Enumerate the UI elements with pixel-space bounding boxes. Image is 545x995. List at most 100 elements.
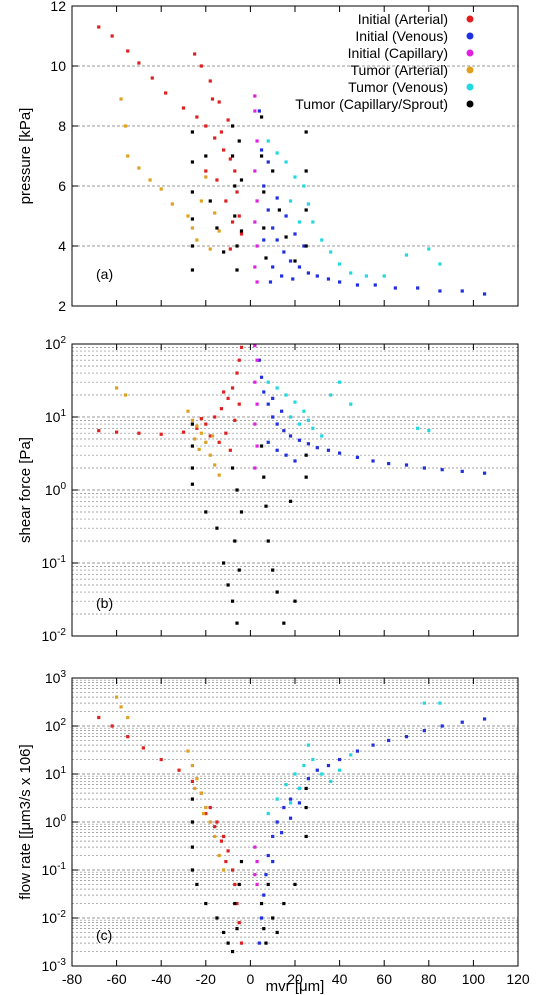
data-point [302,244,306,248]
x-tick-label: 100 [462,971,486,987]
data-point [222,390,226,394]
data-point [213,825,217,829]
data-point [275,820,279,824]
data-point [275,590,279,594]
data-point [233,418,237,422]
panel-b-y-ticks: 10-2 10-1 100 101 102 [42,335,78,644]
data-point [264,941,268,945]
data-point [119,705,123,709]
data-point [190,244,195,248]
data-point [259,916,264,920]
data-point [427,429,431,433]
data-point [219,130,224,134]
data-point [291,277,295,281]
panel-a-ylabel: pressure [kPa] [17,108,34,205]
data-point [204,124,208,128]
data-point [235,488,239,492]
panel-c-label: (c) [96,927,112,943]
x-tick-label: 120 [506,971,530,987]
data-point [159,187,163,191]
data-point [253,94,257,98]
data-point [210,97,215,101]
x-tick-label: 0 [247,971,255,987]
data-point [315,274,319,278]
data-point [235,927,239,931]
data-point [304,453,308,457]
data-point [190,160,195,164]
data-point [460,289,464,293]
data-point [226,941,230,945]
data-point [222,148,226,152]
data-point [329,393,333,397]
panel-a: 2 4 6 8 10 12 pressure [kPa] (a) Initial (Art… [17,0,519,314]
data-point [264,256,268,260]
data-point [259,901,264,906]
data-point [222,561,226,565]
panel-b-label: (b) [96,595,113,611]
data-point [422,701,426,705]
data-point [190,418,195,422]
data-point [235,190,239,194]
data-point [195,238,199,242]
y-tick-label: 100 [45,813,67,830]
data-point [275,238,279,242]
data-point [237,402,241,406]
legend: Initial (Arterial)Initial (Venous)Initia… [295,11,474,112]
y-tick-label: 12 [50,0,66,14]
legend-marker [466,66,474,74]
legend-label: Initial (Arterial) [358,11,448,27]
y-tick-label: 10-3 [42,957,67,974]
data-point [262,475,266,479]
data-point [259,115,264,119]
data-point [284,160,288,164]
data-point [239,345,244,349]
data-point [193,52,197,56]
data-point [293,882,297,887]
data-point [213,136,217,140]
data-point [275,448,279,452]
data-point [237,214,241,218]
data-point [208,247,212,251]
data-point [275,386,279,390]
data-point [204,811,208,816]
data-point [230,949,235,954]
data-point [271,916,275,920]
data-point [190,217,195,221]
data-point [302,184,306,188]
panel-b-ylabel: shear force [Pa] [17,437,34,543]
data-point [460,469,464,473]
data-point [262,226,266,230]
data-point [262,893,266,897]
data-point [177,768,181,772]
data-point [170,202,174,206]
data-point [230,124,235,128]
data-point [320,772,324,776]
data-point [253,109,257,113]
data-point [266,380,270,384]
data-point [215,178,219,182]
data-point [329,250,333,254]
data-point [262,184,266,188]
data-point [190,868,195,872]
data-point [460,720,464,724]
data-point [440,468,444,472]
data-point [222,834,226,839]
panel-c-ylabel: flow rate [[μm3/s x 106] [17,744,34,899]
y-tick-label: 102 [45,335,67,352]
data-point [213,415,217,419]
data-point [126,154,130,158]
data-point [226,396,230,400]
data-point [226,849,230,853]
y-tick-label: 4 [58,238,66,254]
data-point [215,916,219,920]
data-point [271,568,275,572]
data-point [137,61,141,65]
panel-a-y-ticks: 2 4 6 8 10 12 [50,0,78,314]
y-tick-label: 102 [45,717,67,734]
data-point [404,735,409,739]
data-point [233,901,237,906]
data-point [264,873,268,877]
x-tick-label: 80 [421,971,437,987]
data-point [293,400,297,404]
data-point [215,226,219,230]
